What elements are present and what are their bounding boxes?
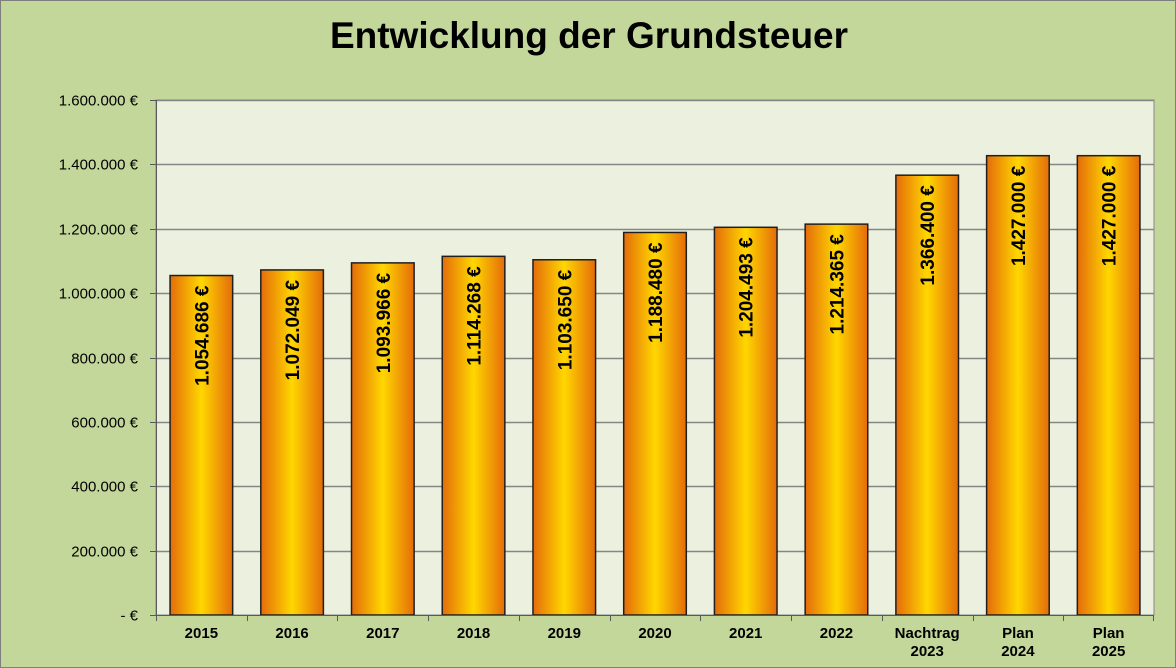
bar <box>350 262 415 616</box>
x-tick-label: 2016 <box>275 625 308 642</box>
bar <box>260 269 325 616</box>
y-tick-label: 1.000.000 € <box>59 286 139 303</box>
data-label: 1.427.000 € <box>1100 165 1121 266</box>
bar <box>713 226 778 616</box>
bar <box>1076 154 1141 616</box>
x-tick-label: 2022 <box>820 625 853 642</box>
x-tick-label: Plan 2024 <box>1001 625 1035 660</box>
y-tick-label: 1.600.000 € <box>59 93 139 110</box>
data-label: 1.188.480 € <box>646 242 667 343</box>
data-label: 1.427.000 € <box>1009 165 1030 266</box>
data-label: 1.214.365 € <box>827 234 848 335</box>
data-label: 1.103.650 € <box>555 269 576 370</box>
y-tick-label: 400.000 € <box>71 479 138 496</box>
y-tick-label: 200.000 € <box>71 544 138 561</box>
x-tick-label: Plan 2025 <box>1092 625 1125 660</box>
chart-title: Entwicklung der Grundsteuer <box>329 15 849 56</box>
bar <box>804 223 869 616</box>
data-label: 1.093.966 € <box>374 272 395 373</box>
data-label: 1.114.268 € <box>465 266 486 366</box>
bar <box>622 231 688 616</box>
y-tick-label: 1.200.000 € <box>59 222 139 239</box>
x-tick-label: 2021 <box>729 625 762 642</box>
x-tick-label: 2017 <box>366 625 399 642</box>
bar <box>169 274 234 616</box>
y-tick-label: 1.400.000 € <box>59 157 139 174</box>
data-label: 1.366.400 € <box>918 185 939 286</box>
x-tick-label: 2015 <box>185 625 218 642</box>
x-axis: 2015 2016 2017 2018 2019 2020 2021 2022 Nachtrag… <box>156 615 1154 660</box>
x-tick-label: 2020 <box>638 625 671 642</box>
x-tick-label: Nachtrag 2023 <box>895 625 960 660</box>
data-label: 1.054.686 € <box>192 285 213 386</box>
data-label: 1.072.049 € <box>283 280 304 381</box>
bars: 1.054.686 € 1.072.049 € 1.093.966 € 1.114.2… <box>169 154 1141 616</box>
x-tick-label: 2019 <box>548 625 581 642</box>
y-axis: - € 200.000 € 400.000 € 600.000 € 800.000 € 1… <box>59 93 157 625</box>
y-tick-label: 800.000 € <box>71 351 138 368</box>
data-label: 1.204.493 € <box>737 237 758 338</box>
bar <box>532 259 597 616</box>
y-tick-label: - € <box>120 608 138 625</box>
bar <box>441 255 506 616</box>
bar <box>895 174 960 616</box>
x-tick-label: 2018 <box>457 625 490 642</box>
y-tick-label: 600.000 € <box>71 415 138 432</box>
